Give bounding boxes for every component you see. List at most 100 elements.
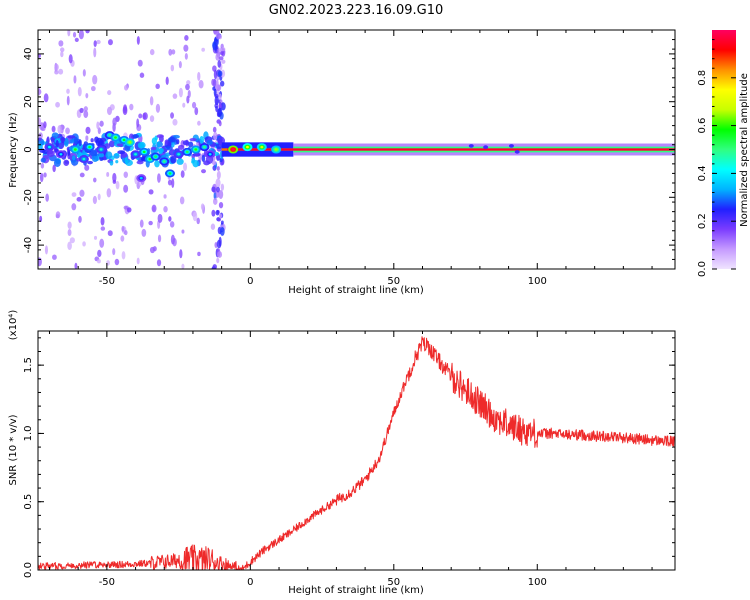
speckle: [79, 172, 85, 178]
speckle: [218, 47, 222, 53]
speckle: [112, 179, 117, 184]
noise-speck: [86, 160, 94, 165]
speckle: [114, 258, 120, 266]
speckle: [139, 72, 145, 78]
speckle: [74, 262, 78, 269]
speckle: [85, 93, 89, 99]
speckle: [82, 69, 86, 77]
colorbar-ticks: 0.0 0.2 0.4 0.6 0.8: [697, 39, 736, 277]
speckle: [97, 193, 101, 201]
speckle: [219, 80, 225, 87]
speckle: [170, 64, 175, 72]
spectrogram-ticks: -50 0 50 100 -40 -20 0 20 40: [23, 29, 675, 287]
speckle: [82, 241, 86, 247]
speckle: [198, 79, 204, 89]
speckle: [215, 190, 220, 198]
speckle: [169, 221, 175, 228]
speckle: [171, 178, 175, 189]
colorbar-gradient: [712, 30, 736, 269]
speckle: [167, 179, 173, 186]
speckle: [219, 227, 225, 236]
noise-speck: [63, 159, 70, 166]
snr-panel: -50 0 50 100 0.0 0.5 1.0 1.5 Height of straight…: [8, 310, 676, 596]
speckle: [72, 31, 77, 38]
speckle: [197, 251, 201, 257]
speckle: [182, 102, 186, 108]
tail-glint: [468, 144, 474, 148]
speckle: [165, 76, 169, 85]
noise-speck: [115, 159, 119, 164]
speckle: [78, 30, 84, 40]
colorbar-label: Normalized spectral amplitude: [739, 73, 750, 227]
spectrogram-xlabel: Height of straight line (km): [288, 285, 424, 296]
speckle: [215, 53, 220, 61]
speckle: [211, 160, 217, 166]
speckle: [93, 40, 97, 47]
speckle: [122, 106, 128, 116]
signal-blob: [182, 147, 193, 156]
speckle: [107, 90, 112, 96]
signal-blob: [190, 145, 201, 154]
speckle: [211, 78, 215, 86]
speckle: [96, 39, 101, 45]
speckle: [157, 234, 162, 243]
snr-plot-area: [38, 331, 675, 570]
speckle: [43, 172, 47, 178]
signal-blob: [256, 143, 267, 152]
snr-xtick-label: 100: [528, 577, 547, 588]
speckle: [129, 103, 134, 111]
speckle: [216, 76, 220, 81]
noise-speck: [124, 157, 129, 164]
speckle: [115, 180, 120, 190]
speckle: [201, 47, 205, 52]
speckle: [45, 193, 49, 202]
speckle: [52, 164, 56, 173]
speckle: [218, 103, 222, 109]
noise-speck: [38, 137, 42, 141]
noise-speck: [154, 160, 160, 168]
signal-blob: [228, 145, 239, 154]
speckle: [112, 172, 117, 183]
signal-blob: [150, 152, 161, 161]
speckle: [183, 44, 189, 52]
snr-ytick-label: 0.5: [23, 494, 34, 510]
speckle-column: [76, 30, 91, 247]
speckle: [43, 121, 47, 129]
noise-speck: [176, 138, 180, 145]
signal-blob: [55, 150, 66, 159]
figure-title: GN02.2023.223.16.09.G10: [269, 3, 444, 18]
signal-blob: [130, 150, 141, 159]
speckle: [216, 166, 220, 171]
signal-blob: [205, 150, 216, 159]
speckle: [52, 254, 57, 260]
snr-xtick-label: 0: [247, 577, 253, 588]
speckle: [40, 162, 45, 169]
speckle: [217, 217, 221, 222]
signal-blob: [78, 155, 89, 164]
speckle: [213, 131, 218, 141]
noise-speck: [188, 141, 194, 148]
snr-xtick-label: 50: [387, 577, 400, 588]
speckle: [155, 103, 161, 113]
noise-speck: [90, 138, 94, 143]
noise-speck: [177, 144, 185, 150]
spectrogram-xtick-label: 50: [387, 276, 400, 287]
speckle: [191, 101, 197, 109]
speckle: [66, 95, 70, 106]
speckle: [60, 51, 64, 58]
speckle: [216, 186, 221, 193]
signal-blob: [70, 145, 81, 154]
speckle: [172, 93, 178, 99]
speckle: [120, 235, 125, 242]
spectrogram-xtick-label: 0: [247, 276, 253, 287]
noise-speck: [136, 160, 144, 165]
speckle: [220, 102, 226, 111]
speckle: [85, 30, 90, 34]
speckle: [171, 49, 176, 55]
signal-blob: [173, 150, 184, 159]
speckle: [186, 95, 190, 104]
speckle-column: [191, 47, 207, 257]
speckle: [67, 221, 72, 229]
spectrogram-xtick-label: 100: [528, 276, 547, 287]
signal-blob: [139, 147, 150, 156]
